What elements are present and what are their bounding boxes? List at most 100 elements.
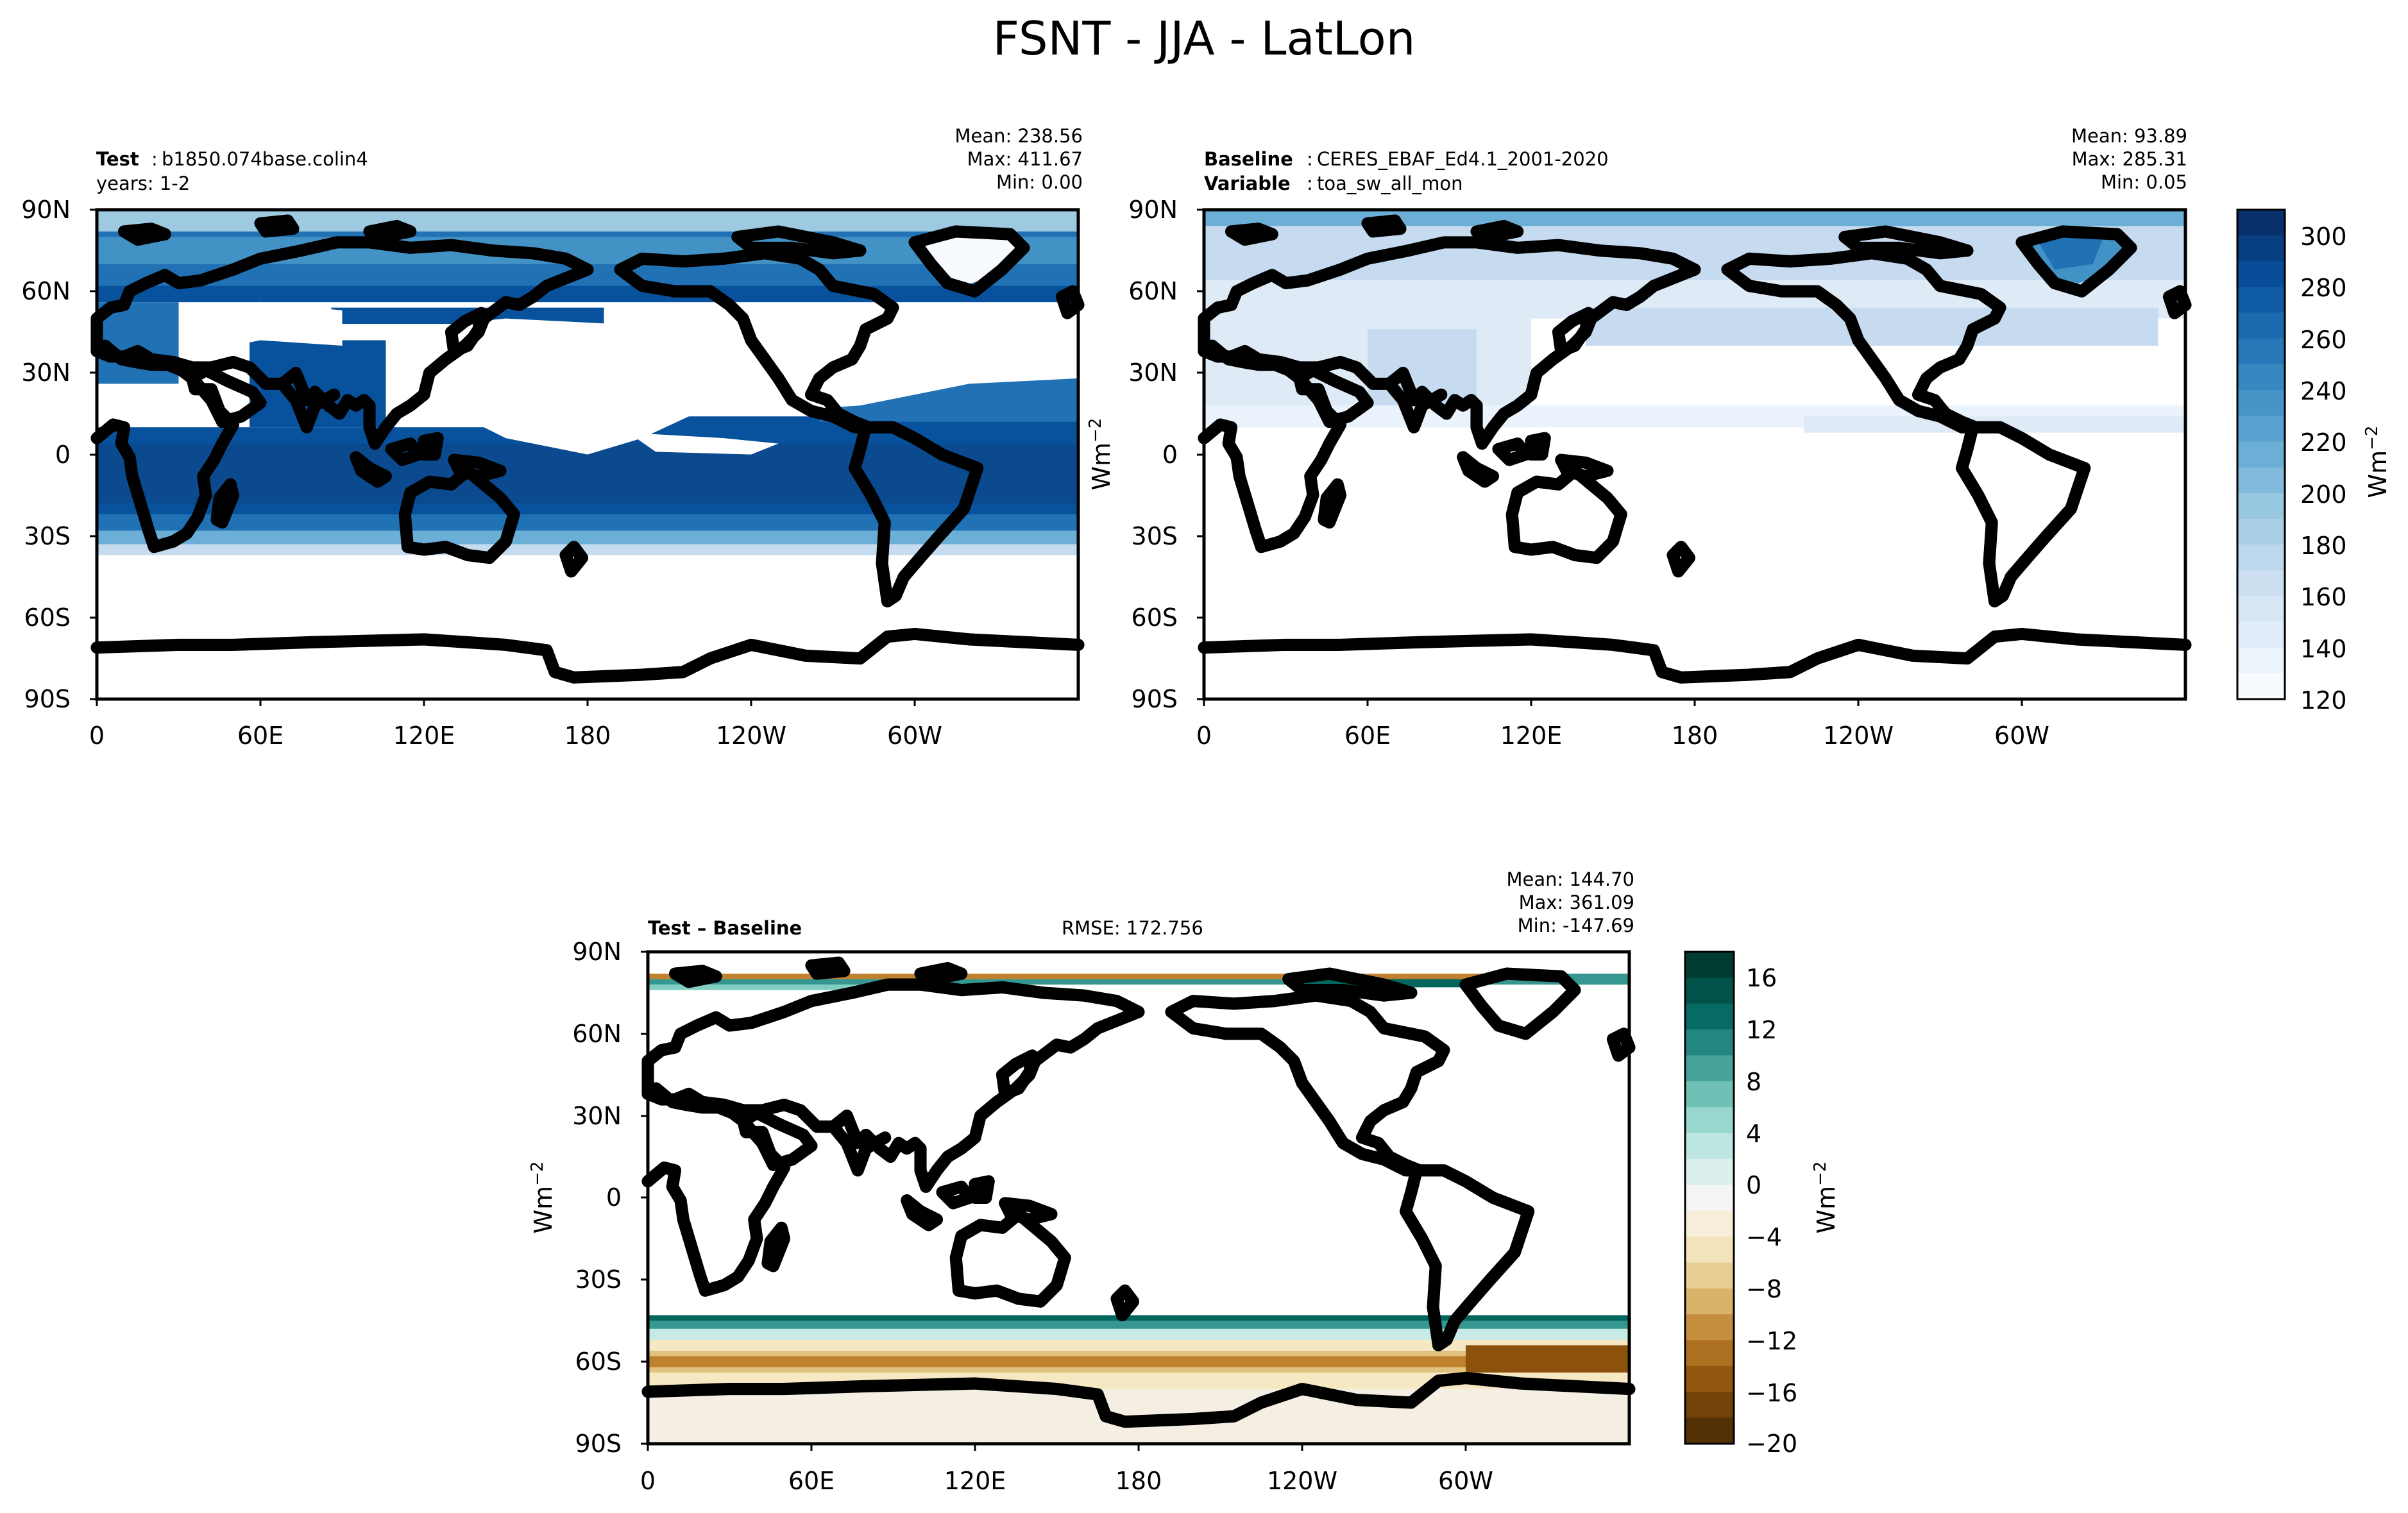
diff-max: Max: 361.09 (1519, 892, 1634, 913)
test-label-value: b1850.074base.colin4 (162, 148, 368, 170)
colorbar-swatch (2237, 545, 2285, 571)
colorbar-swatch (2237, 364, 2285, 391)
tick-label: 0 (1746, 1171, 1761, 1199)
colorbar-blues-unit: Wm−2 (2362, 426, 2392, 498)
tick-label: 12 (1746, 1016, 1777, 1044)
tick-label: 60E (788, 1467, 835, 1495)
colorbar-swatch (1685, 1055, 1734, 1082)
tick-label: −4 (1746, 1223, 1782, 1251)
baseline-map (1204, 208, 2185, 701)
tick-label: 60W (887, 722, 942, 750)
tick-label: 16 (1746, 964, 1777, 992)
tick-label: 0 (89, 722, 105, 750)
colorbar-swatch (1685, 952, 1734, 978)
baseline-mean: Mean: 93.89 (2071, 125, 2187, 147)
colorbar-brbg-swatches (1685, 952, 1734, 1444)
colorbar-swatch (1685, 1262, 1734, 1289)
colorbar-swatch (1685, 1237, 1734, 1264)
diff-yticks: 90N 60N 30N 0 30S 60S 90S (572, 938, 648, 1458)
colorbar-swatch (1685, 1365, 1734, 1392)
colorbar-swatch (1685, 1314, 1734, 1341)
tick-label: 90N (21, 196, 71, 224)
tick-label: 60N (1128, 277, 1178, 305)
test-min: Min: 0.00 (996, 171, 1083, 193)
tick-label: 60S (24, 604, 71, 632)
tick-label: 0 (606, 1183, 622, 1212)
tick-label: 30N (1128, 359, 1178, 387)
colorbar-swatch (2237, 621, 2285, 648)
tick-label: 180 (564, 722, 611, 750)
colorbar-swatch (2237, 647, 2285, 674)
colorbar-brbg-ticks: 16 12 8 4 0 −4 −8 −12 −16 −20 (1746, 964, 1797, 1458)
colorbar-swatch (2237, 287, 2285, 314)
colorbar-swatch (1685, 1210, 1734, 1237)
tick-label: 120W (1823, 722, 1894, 750)
baseline-variable-key: Variable (1204, 173, 1291, 194)
tick-label: 60E (237, 722, 284, 750)
tick-label: 90S (24, 685, 71, 713)
tick-label: 30N (21, 359, 71, 387)
colorbar-swatch (1685, 1107, 1734, 1134)
colorbar-swatch (1685, 1081, 1734, 1108)
colorbar-swatch (1685, 1288, 1734, 1315)
colorbar-blues: 300 280 260 240 220 200 180 160 140 120 … (2236, 208, 2392, 714)
colorbar-swatch (1685, 1417, 1734, 1444)
tick-label: −12 (1746, 1327, 1797, 1355)
diff-rmse: RMSE: 172.756 (1062, 917, 1203, 939)
colorbar-swatch (1685, 1133, 1734, 1160)
tick-label: 260 (2300, 326, 2347, 354)
colorbar-swatch (1685, 1340, 1734, 1367)
colorbar-swatch (2237, 338, 2285, 365)
colorbar-swatch (1685, 1029, 1734, 1056)
baseline-min: Min: 0.05 (2101, 171, 2187, 193)
test-mean: Mean: 238.56 (955, 125, 1083, 147)
baseline-yticks: 90N 60N 30N 0 30S 60S 90S (1128, 196, 1204, 713)
diff-xticks: 0 60E 120E 180 120W 60W (640, 1444, 1493, 1495)
colorbar-swatch (1685, 977, 1734, 1004)
colorbar-blues-swatches (2237, 210, 2285, 700)
svg-text::: : (1307, 173, 1313, 194)
tick-label: 0 (1162, 441, 1178, 469)
panel-test: Test : b1850.074base.colin4 years: 1-2 M… (21, 125, 1083, 750)
diff-map (648, 950, 1629, 1446)
tick-label: 30S (24, 522, 71, 550)
tick-label: 180 (2300, 532, 2347, 560)
colorbar-swatch (1685, 1185, 1734, 1212)
colorbar-swatch (2237, 441, 2285, 468)
svg-text::: : (151, 148, 158, 170)
tick-label: −8 (1746, 1275, 1782, 1303)
tick-label: 300 (2300, 223, 2347, 251)
tick-label: 60W (1994, 722, 2049, 750)
tick-label: 8 (1746, 1068, 1761, 1096)
tick-label: 60N (572, 1020, 622, 1048)
colorbar-swatch (2237, 570, 2285, 596)
baseline-xticks: 0 60E 120E 180 120W 60W (1196, 699, 2049, 750)
tick-label: 90S (1132, 685, 1178, 713)
colorbar-swatch (2237, 467, 2285, 494)
tick-label: 30S (575, 1265, 622, 1294)
diff-min: Min: -147.69 (1518, 915, 1634, 936)
colorbar-swatch (2237, 493, 2285, 520)
colorbar-swatch (2237, 312, 2285, 339)
colorbar-swatch (1685, 1003, 1734, 1030)
colorbar-swatch (2237, 210, 2285, 236)
colorbar-swatch (2237, 416, 2285, 443)
ylabel-unit-top: Wm−2 (1086, 418, 1115, 491)
tick-label: 0 (640, 1467, 656, 1495)
tick-label: −16 (1746, 1379, 1797, 1407)
panel-difference: Test – Baseline RMSE: 172.756 Mean: 144.… (528, 868, 1840, 1495)
baseline-label-key: Baseline (1204, 148, 1293, 170)
tick-label: 280 (2300, 274, 2347, 302)
colorbar-swatch (1685, 1392, 1734, 1419)
baseline-max: Max: 285.31 (2072, 148, 2187, 170)
colorbar-swatch (2237, 261, 2285, 288)
tick-label: 0 (55, 441, 71, 469)
colorbar-swatch (2237, 235, 2285, 262)
test-map (97, 208, 1078, 701)
tick-label: 60S (1132, 604, 1178, 632)
tick-label: 120E (393, 722, 455, 750)
colorbar-brbg: 16 12 8 4 0 −4 −8 −12 −16 −20 Wm−2 (1684, 951, 1840, 1458)
figure-title: FSNT - JJA - LatLon (993, 12, 1416, 65)
tick-label: 120W (1267, 1467, 1337, 1495)
